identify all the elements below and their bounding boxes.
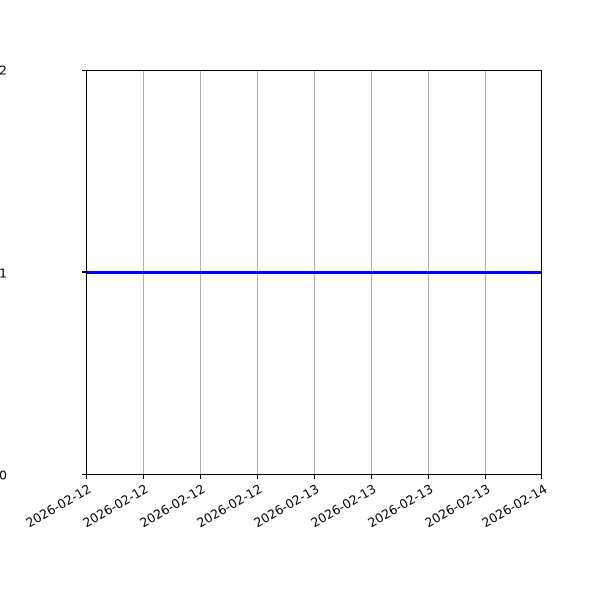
x-axis-tick: [428, 475, 430, 479]
plot-area: [82, 70, 543, 479]
x-axis-tick: [257, 475, 259, 479]
axis-spine-bottom: [86, 473, 542, 475]
x-axis-tick: [485, 475, 487, 479]
x-axis-tick: [314, 475, 316, 479]
x-axis-tick: [371, 475, 373, 479]
x-axis-tick: [200, 475, 202, 479]
y-tick-label-1: 1: [0, 265, 7, 280]
y-tick-label-0: 0: [0, 467, 7, 483]
y-axis-tick: [82, 473, 86, 475]
y-axis-tick: [82, 271, 86, 273]
x-axis-tick: [143, 475, 145, 479]
data-series-line: [86, 271, 542, 274]
x-axis-tick: [541, 475, 543, 479]
axis-spine-right: [540, 70, 542, 475]
axis-spine-top: [86, 70, 542, 72]
x-axis-tick: [86, 475, 88, 479]
y-axis-tick: [82, 70, 86, 72]
y-tick-label-2: 2: [0, 62, 7, 78]
axis-spine-left: [86, 70, 88, 475]
